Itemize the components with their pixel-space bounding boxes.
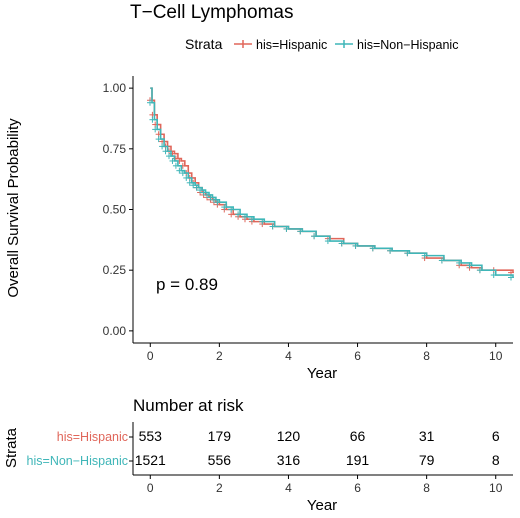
x-axis-title: Year (307, 365, 337, 382)
risk-count: 31 (419, 428, 435, 444)
y-tick-label: 0.75 (103, 142, 127, 156)
risk-x-tick-label: 6 (354, 481, 361, 495)
risk-table-x-axis-title: Year (307, 497, 337, 514)
risk-count: 6 (492, 428, 500, 444)
risk-count: 120 (277, 428, 301, 444)
y-axis-title: Overall Survival Probability (5, 118, 22, 298)
risk-count: 1521 (135, 452, 166, 468)
risk-table-x-ticks: 0 2 4 6 8 10 (147, 475, 503, 495)
risk-x-tick-label: 8 (423, 481, 430, 495)
x-tick-label: 8 (423, 349, 430, 363)
x-tick-label: 4 (285, 349, 292, 363)
p-value-annotation: p = 0.89 (156, 275, 218, 294)
legend-label-non-hispanic: his=Non−Hispanic (357, 38, 458, 52)
risk-count: 191 (346, 452, 370, 468)
risk-row-label: his=Hispanic (57, 430, 128, 444)
risk-x-tick-label: 10 (489, 481, 503, 495)
survival-curve-hispanic (150, 87, 514, 273)
y-tick-label: 0.50 (103, 203, 127, 217)
x-tick-label: 0 (147, 349, 154, 363)
risk-table-rows: his=Hispanic 553 179 120 66 31 6his=Non−Hispan… (27, 428, 500, 468)
risk-x-tick-label: 0 (147, 481, 154, 495)
risk-count: 553 (139, 428, 163, 444)
risk-table-title: Number at risk (133, 396, 244, 415)
legend: Strata his=Hispanic his=Non−Hispanic (185, 36, 458, 52)
x-tick-label: 10 (489, 349, 503, 363)
y-axis-ticks: 0.00 0.25 0.50 0.75 1.00 (103, 81, 133, 338)
legend-key-non-hispanic (335, 40, 353, 48)
legend-title: Strata (185, 36, 223, 52)
risk-count: 8 (492, 452, 500, 468)
risk-table-strata-title: Strata (3, 427, 20, 468)
y-tick-label: 0.25 (103, 263, 127, 277)
x-tick-label: 2 (216, 349, 223, 363)
risk-x-tick-label: 4 (285, 481, 292, 495)
survival-curves (147, 87, 514, 281)
risk-count: 66 (350, 428, 366, 444)
survival-curve-non-hispanic (150, 87, 514, 278)
censor-marks-non-hispanic (147, 99, 514, 281)
risk-count: 316 (277, 452, 301, 468)
legend-key-hispanic (234, 40, 252, 48)
risk-count: 179 (208, 428, 232, 444)
legend-label-hispanic: his=Hispanic (256, 38, 327, 52)
risk-x-tick-label: 2 (216, 481, 223, 495)
risk-count: 79 (419, 452, 435, 468)
x-tick-label: 6 (354, 349, 361, 363)
risk-row-label: his=Non−Hispanic (27, 454, 128, 468)
censor-marks-hispanic (147, 97, 514, 276)
y-tick-label: 0.00 (103, 324, 127, 338)
risk-count: 556 (208, 452, 232, 468)
x-axis-ticks: 0 2 4 6 8 10 (147, 343, 503, 363)
y-tick-label: 1.00 (103, 81, 127, 95)
chart-title: T−Cell Lymphomas (130, 2, 294, 23)
